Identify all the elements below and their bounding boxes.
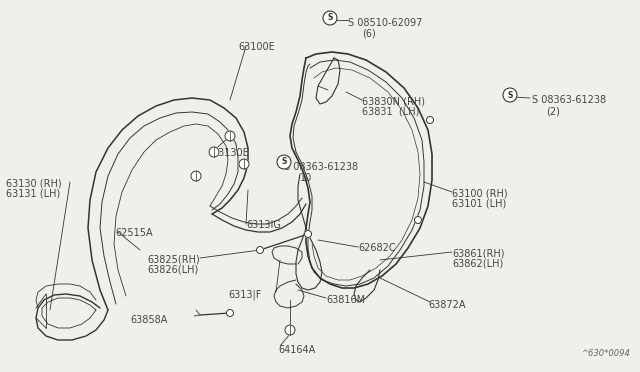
Text: 63825(RH): 63825(RH): [147, 255, 200, 265]
Text: 63830N (RH): 63830N (RH): [362, 96, 425, 106]
Circle shape: [227, 310, 234, 317]
Circle shape: [503, 88, 517, 102]
Text: 62515A: 62515A: [115, 228, 152, 238]
Text: 6313|F: 6313|F: [228, 290, 261, 301]
Text: 63816M: 63816M: [326, 295, 365, 305]
Text: S 08363-61238: S 08363-61238: [532, 95, 606, 105]
Text: 63100E: 63100E: [238, 42, 275, 52]
Text: 62682C: 62682C: [358, 243, 396, 253]
Text: 10: 10: [300, 173, 312, 183]
Text: S: S: [327, 13, 333, 22]
Text: 63861(RH): 63861(RH): [452, 248, 504, 258]
Text: 63831  (LH): 63831 (LH): [362, 106, 419, 116]
Text: 6313IG: 6313IG: [246, 220, 281, 230]
Text: 63130 (RH): 63130 (RH): [6, 178, 61, 188]
Text: (2): (2): [546, 106, 560, 116]
Text: ^630*0094: ^630*0094: [581, 349, 630, 358]
Circle shape: [323, 11, 337, 25]
Circle shape: [426, 116, 433, 124]
Text: 63872A: 63872A: [428, 300, 465, 310]
Text: 63101 (LH): 63101 (LH): [452, 198, 506, 208]
Text: S 08363-61238: S 08363-61238: [284, 162, 358, 172]
Circle shape: [257, 247, 264, 253]
Text: 64164A: 64164A: [278, 345, 316, 355]
Text: 63130E: 63130E: [212, 148, 249, 158]
Text: 63131 (LH): 63131 (LH): [6, 188, 60, 198]
Circle shape: [277, 155, 291, 169]
Text: S: S: [282, 157, 287, 167]
Circle shape: [225, 131, 235, 141]
Circle shape: [285, 325, 295, 335]
Circle shape: [415, 217, 422, 224]
Circle shape: [191, 171, 201, 181]
Text: 63862(LH): 63862(LH): [452, 258, 503, 268]
Circle shape: [239, 159, 249, 169]
Text: 63826(LH): 63826(LH): [147, 265, 198, 275]
Text: 63858A: 63858A: [130, 315, 168, 325]
Circle shape: [305, 231, 312, 237]
Text: S 08510-62097: S 08510-62097: [348, 18, 422, 28]
Text: 63100 (RH): 63100 (RH): [452, 188, 508, 198]
Circle shape: [209, 147, 219, 157]
Text: (6): (6): [362, 28, 376, 38]
Text: S: S: [508, 90, 513, 99]
